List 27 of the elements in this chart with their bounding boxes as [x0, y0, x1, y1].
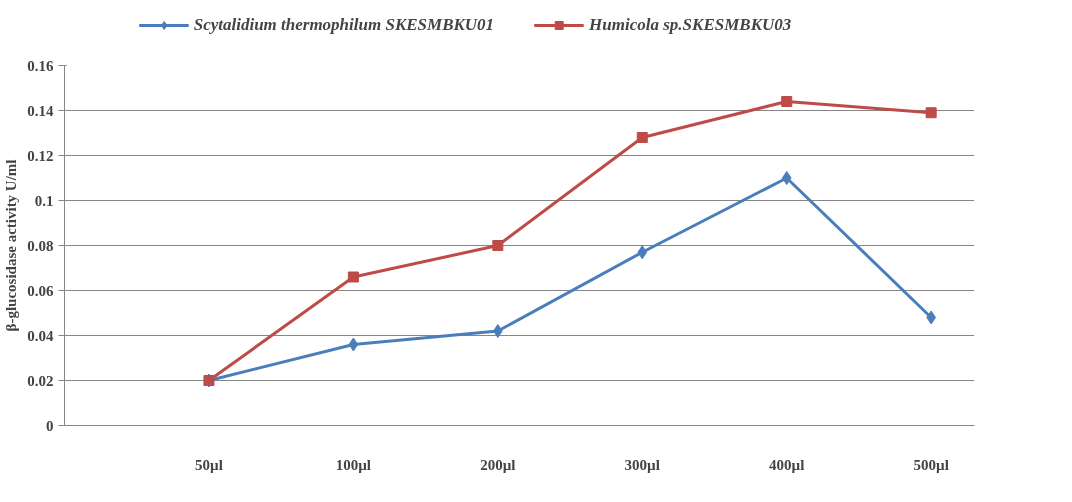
y-tick-label: 0.14	[27, 102, 54, 119]
point	[781, 171, 792, 185]
point	[925, 107, 937, 119]
y-tick-label: 0.1	[34, 192, 54, 209]
x-tick-label: 400µl	[769, 456, 805, 473]
point	[636, 132, 648, 143]
y-tick-label: 0.04	[27, 327, 54, 344]
point	[348, 337, 359, 352]
y-tick-label: 0.16	[27, 57, 54, 74]
y-tick-label: 0	[46, 417, 54, 434]
point	[492, 240, 504, 251]
y-tick-label: 0.08	[27, 237, 54, 254]
x-tick-label: 100µl	[335, 456, 372, 473]
point	[781, 96, 793, 107]
x-tick-label: 300µl	[624, 456, 660, 473]
x-tick-label: 50µl	[195, 456, 223, 473]
x-tick-label: 200µl	[480, 456, 516, 473]
point	[347, 271, 359, 283]
point	[637, 245, 648, 260]
y-axis-title: β-glucosidase activity U/ml	[3, 159, 20, 332]
point	[493, 324, 503, 338]
y-tick-label: 0.06	[27, 282, 54, 299]
y-tick-label: 0.02	[27, 372, 54, 389]
legend-label: Scytalidium thermophilum SKESMBKU01	[193, 15, 495, 35]
legend-label: Humicola sp.SKESMBKU03	[589, 15, 792, 35]
x-tick-label: 500µl	[913, 456, 949, 473]
y-tick-label: 0.12	[27, 147, 54, 164]
